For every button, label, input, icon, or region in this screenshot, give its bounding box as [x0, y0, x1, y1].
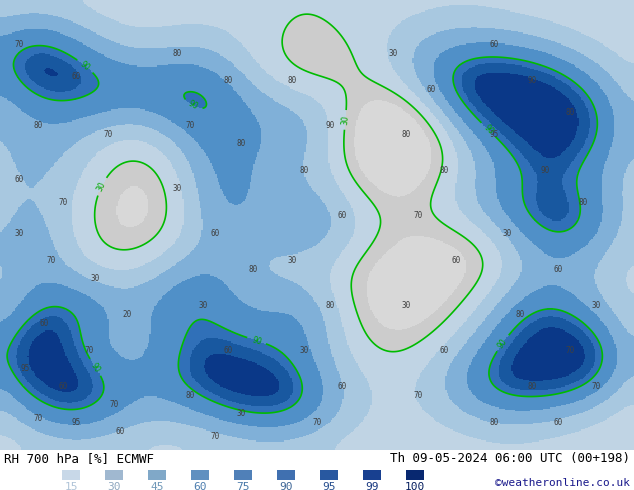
Text: 70: 70: [211, 432, 220, 441]
Text: 95: 95: [490, 130, 499, 140]
Text: 95: 95: [322, 482, 336, 490]
Text: 30: 30: [173, 184, 182, 194]
Text: 30: 30: [15, 229, 23, 239]
Text: Th 09-05-2024 06:00 UTC (00+198): Th 09-05-2024 06:00 UTC (00+198): [390, 452, 630, 465]
Text: 30: 30: [300, 346, 309, 355]
Text: 80: 80: [566, 108, 575, 117]
Text: 90: 90: [541, 167, 550, 175]
Text: 70: 70: [414, 392, 423, 400]
Text: 90: 90: [528, 76, 537, 85]
Text: 60: 60: [338, 382, 347, 392]
Text: 99: 99: [365, 482, 378, 490]
Text: 90: 90: [482, 123, 495, 136]
Text: 70: 70: [84, 346, 93, 355]
Text: 30: 30: [236, 409, 245, 418]
Text: ©weatheronline.co.uk: ©weatheronline.co.uk: [495, 478, 630, 488]
Text: 45: 45: [150, 482, 164, 490]
Text: 60: 60: [439, 346, 448, 355]
Text: 30: 30: [401, 301, 410, 310]
Text: 90: 90: [496, 337, 509, 350]
Text: 30: 30: [287, 256, 296, 266]
Text: 70: 70: [59, 198, 68, 207]
Bar: [191, 470, 209, 480]
Text: 60: 60: [427, 85, 436, 95]
Bar: [363, 470, 381, 480]
Text: 70: 70: [46, 256, 55, 266]
Text: 90: 90: [186, 99, 200, 112]
Bar: [105, 470, 123, 480]
Text: 60: 60: [59, 382, 68, 392]
Text: 60: 60: [72, 72, 81, 81]
Text: 80: 80: [173, 49, 182, 58]
Text: 60: 60: [116, 427, 125, 436]
Text: 70: 70: [313, 418, 321, 427]
Bar: [406, 470, 424, 480]
Text: 80: 80: [186, 392, 195, 400]
Text: 80: 80: [439, 167, 448, 175]
Text: 80: 80: [515, 310, 524, 319]
Text: 75: 75: [236, 482, 250, 490]
Text: 80: 80: [287, 76, 296, 85]
Text: 60: 60: [15, 175, 23, 184]
Text: 30: 30: [340, 115, 350, 125]
Text: 95: 95: [21, 365, 30, 373]
Bar: [62, 470, 80, 480]
Text: 60: 60: [211, 229, 220, 239]
Text: 70: 70: [414, 211, 423, 220]
Text: 20: 20: [122, 310, 131, 319]
Text: 80: 80: [579, 198, 588, 207]
Bar: [234, 470, 252, 480]
Text: 80: 80: [34, 122, 42, 130]
Text: 30: 30: [503, 229, 512, 239]
Bar: [148, 470, 166, 480]
Text: 80: 80: [401, 130, 410, 140]
Text: 70: 70: [103, 130, 112, 140]
Text: 60: 60: [553, 266, 562, 274]
Text: 60: 60: [40, 319, 49, 328]
Bar: [277, 470, 295, 480]
Text: 30: 30: [107, 482, 120, 490]
Text: 70: 70: [186, 122, 195, 130]
Text: 80: 80: [249, 266, 258, 274]
Text: 90: 90: [279, 482, 293, 490]
Text: 70: 70: [566, 346, 575, 355]
Text: 30: 30: [389, 49, 398, 58]
Text: 95: 95: [72, 418, 81, 427]
Text: 30: 30: [592, 301, 600, 310]
Text: 30: 30: [91, 274, 100, 283]
Text: RH 700 hPa [%] ECMWF: RH 700 hPa [%] ECMWF: [4, 452, 154, 465]
Text: 60: 60: [490, 41, 499, 49]
Text: 70: 70: [110, 400, 119, 409]
Text: 80: 80: [300, 167, 309, 175]
Text: 80: 80: [490, 418, 499, 427]
Text: 70: 70: [15, 41, 23, 49]
Text: 60: 60: [553, 418, 562, 427]
Text: 100: 100: [405, 482, 425, 490]
Text: 80: 80: [224, 76, 233, 85]
Bar: [320, 470, 338, 480]
Text: 90: 90: [89, 361, 101, 374]
Text: 60: 60: [193, 482, 207, 490]
Text: 80: 80: [528, 382, 537, 392]
Text: 70: 70: [34, 414, 42, 423]
Text: 80: 80: [325, 301, 334, 310]
Text: 90: 90: [325, 122, 334, 130]
Text: 30: 30: [198, 301, 207, 310]
Text: 30: 30: [96, 180, 108, 193]
Text: 80: 80: [236, 140, 245, 148]
Text: 90: 90: [250, 335, 262, 346]
Text: 90: 90: [79, 59, 92, 73]
Text: 60: 60: [452, 256, 461, 266]
Text: 60: 60: [338, 211, 347, 220]
Text: 70: 70: [592, 382, 600, 392]
Text: 60: 60: [224, 346, 233, 355]
Text: 15: 15: [64, 482, 78, 490]
